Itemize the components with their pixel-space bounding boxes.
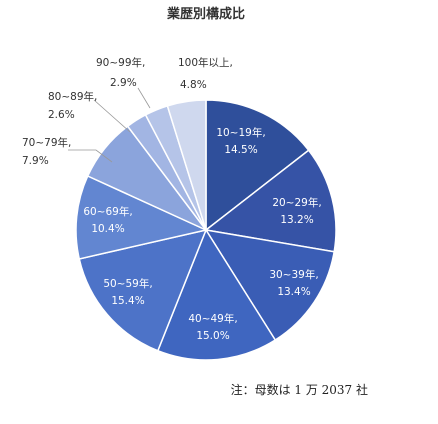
slice-label: 60~69年, (83, 205, 132, 218)
slice-value-label: 10.4% (91, 223, 124, 235)
slice-value-label: 2.9% (110, 77, 137, 89)
slice-label: 50~59年, (103, 277, 152, 290)
slice-value-label: 7.9% (22, 155, 49, 167)
slice-value-label: 13.2% (280, 214, 313, 226)
slice-label: 80~89年, (48, 90, 97, 103)
slice-value-label: 14.5% (224, 144, 257, 156)
slice-value-label: 2.6% (48, 109, 75, 121)
pie-slice (204, 149, 337, 253)
pie-slice (166, 99, 207, 231)
slice-label: 40~49年, (188, 312, 237, 325)
slice-label: 20~29年, (272, 196, 321, 209)
pie-slice (78, 228, 208, 352)
footnote: 注：母数は 1 万 2037 社 (231, 382, 368, 397)
slice-value-label: 15.0% (196, 330, 229, 342)
pie-slice (156, 228, 277, 361)
slice-label: 10~19年, (216, 126, 265, 139)
slice-label: 70~79年, (22, 136, 71, 149)
slice-label: 100年以上, (178, 56, 233, 69)
leader-line (68, 149, 113, 163)
slice-value-label: 13.4% (277, 286, 310, 298)
chart-title: 業歴別構成比 (166, 6, 245, 22)
slice-label: 90~99年, (96, 56, 145, 69)
pie-slice (204, 228, 336, 342)
leader-lines (68, 87, 151, 163)
slice-value-label: 4.8% (180, 79, 207, 91)
slice-value-label: 15.4% (111, 295, 144, 307)
pie-slice (205, 99, 310, 232)
slice-labels: 10~19年, 14.5% 20~29年, 13.2% 30~39年, 13.4% 40~4… (22, 56, 322, 342)
leader-line (137, 87, 151, 109)
pie-slice (75, 175, 209, 260)
pie-slices (75, 99, 337, 361)
leader-line (93, 99, 131, 133)
slice-label: 30~39年, (269, 268, 318, 281)
